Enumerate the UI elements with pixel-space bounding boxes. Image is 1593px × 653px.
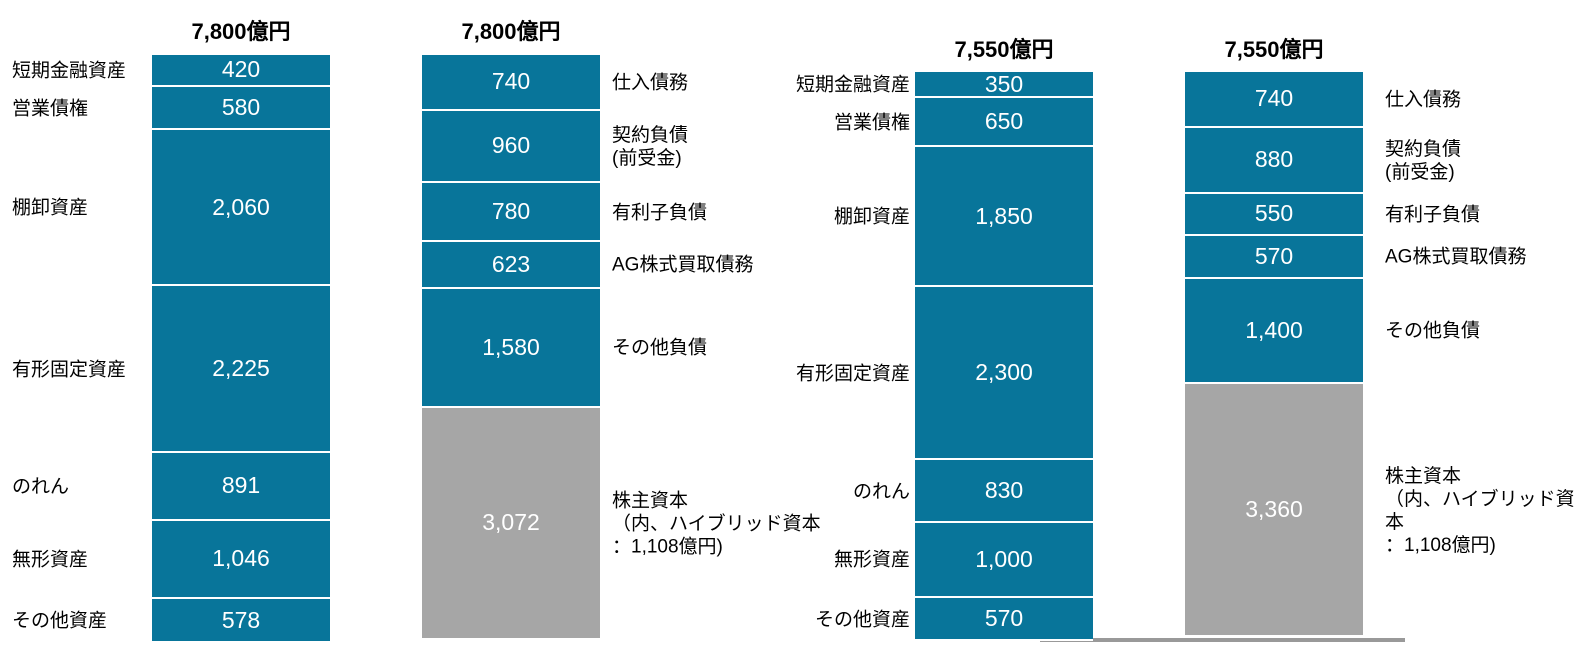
segment-label: その他資産 — [814, 609, 910, 631]
segment-label: その他資産 — [12, 610, 108, 632]
value-label: 580 — [221, 94, 261, 121]
segment-label: のれん — [852, 481, 910, 502]
segment-label: 棚卸資産 — [833, 206, 910, 228]
value-label: 570 — [984, 605, 1024, 632]
segment: 960 — [422, 110, 600, 184]
segment: 2,225 — [152, 285, 330, 454]
segment-label: 営業債権 — [12, 98, 89, 120]
segment: 1,046 — [152, 520, 330, 600]
segment: 780 — [422, 183, 600, 242]
segment-label: AG株式買取債務 — [1385, 246, 1527, 268]
column-title: 7,550億円 — [954, 37, 1054, 62]
base-line — [1040, 638, 1405, 642]
segment: 580 — [152, 86, 330, 131]
segment: 570 — [1185, 235, 1363, 279]
value-label: 1,000 — [975, 545, 1033, 572]
value-label: 1,850 — [975, 202, 1033, 229]
segment-label: 無形資産 — [833, 549, 910, 571]
value-label: 623 — [491, 250, 531, 277]
segment-label: その他負債 — [612, 337, 708, 359]
segment-label: 有利子負債 — [612, 202, 708, 224]
segment: 650 — [915, 98, 1093, 148]
segment: 578 — [152, 599, 330, 643]
segment-label: 仕入債務 — [612, 72, 689, 94]
value-label: 3,360 — [1245, 496, 1303, 523]
value-label: 350 — [984, 70, 1024, 97]
value-label: 578 — [221, 606, 261, 633]
column-title: 7,800億円 — [191, 19, 291, 44]
segment: 2,060 — [152, 130, 330, 286]
value-label: 891 — [221, 472, 261, 499]
segment: 420 — [152, 55, 330, 87]
segment-label: その他負債 — [1385, 320, 1481, 342]
value-label: 1,046 — [212, 545, 270, 572]
value-label: 740 — [491, 68, 531, 95]
value-label: 830 — [984, 477, 1024, 503]
segment: 891 — [152, 453, 330, 521]
segment: 623 — [422, 241, 600, 289]
value-label: 960 — [491, 132, 531, 159]
segment: 2,300 — [915, 286, 1093, 461]
value-label: 1,400 — [1245, 316, 1303, 343]
segment-label: 仕入債務 — [1385, 89, 1462, 111]
column-title: 7,550億円 — [1224, 37, 1324, 62]
segment: 740 — [1185, 72, 1363, 128]
value-label: 2,300 — [975, 359, 1033, 386]
segment: 880 — [1185, 127, 1363, 195]
segment-label: のれん — [12, 476, 70, 498]
segment: 740 — [422, 55, 600, 111]
value-label: 880 — [1254, 146, 1294, 173]
segment-label: 短期金融資産 — [12, 60, 127, 82]
column-title: 7,800億円 — [461, 19, 561, 44]
segment-label: 契約負債 (前受金) — [1385, 138, 1462, 183]
segment-label: 無形資産 — [12, 549, 89, 571]
value-label: 2,225 — [212, 355, 270, 382]
segment-label: 株主資本 （内、ハイブリッド資本 ：1,108億円) — [612, 490, 821, 558]
segment-label: 営業債権 — [833, 112, 910, 134]
segment-label: 有利子負債 — [1385, 204, 1481, 226]
segment: 1,400 — [1185, 278, 1363, 385]
segment-label: 契約負債 (前受金) — [612, 124, 689, 169]
segment-label: 短期金融資産 — [795, 74, 910, 96]
segment: 3,360 — [1185, 384, 1363, 638]
segment: 550 — [1185, 194, 1363, 236]
segment-label: 株主資本 （内、ハイブリッド資本 ：1,108億円) — [1385, 465, 1575, 556]
segment-label: 有形固定資産 — [12, 359, 127, 381]
segment-label: AG株式買取債務 — [612, 254, 754, 276]
segment: 350 — [915, 70, 1093, 99]
segment-label: 棚卸資産 — [12, 197, 89, 219]
value-label: 740 — [1254, 85, 1294, 112]
segment: 570 — [915, 598, 1093, 642]
segment-label: 有形固定資産 — [795, 363, 910, 385]
segment: 1,580 — [422, 288, 600, 408]
segment: 3,072 — [422, 408, 600, 640]
segment: 1,000 — [915, 522, 1093, 599]
value-label: 550 — [1254, 200, 1294, 227]
segment: 1,850 — [915, 147, 1093, 287]
value-label: 1,580 — [482, 333, 540, 360]
segment: 830 — [915, 460, 1093, 523]
value-label: 420 — [221, 56, 261, 83]
value-label: 3,072 — [482, 509, 540, 536]
value-label: 650 — [984, 108, 1024, 135]
value-label: 780 — [491, 198, 531, 225]
value-label: 570 — [1254, 242, 1294, 269]
value-label: 2,060 — [212, 193, 270, 220]
